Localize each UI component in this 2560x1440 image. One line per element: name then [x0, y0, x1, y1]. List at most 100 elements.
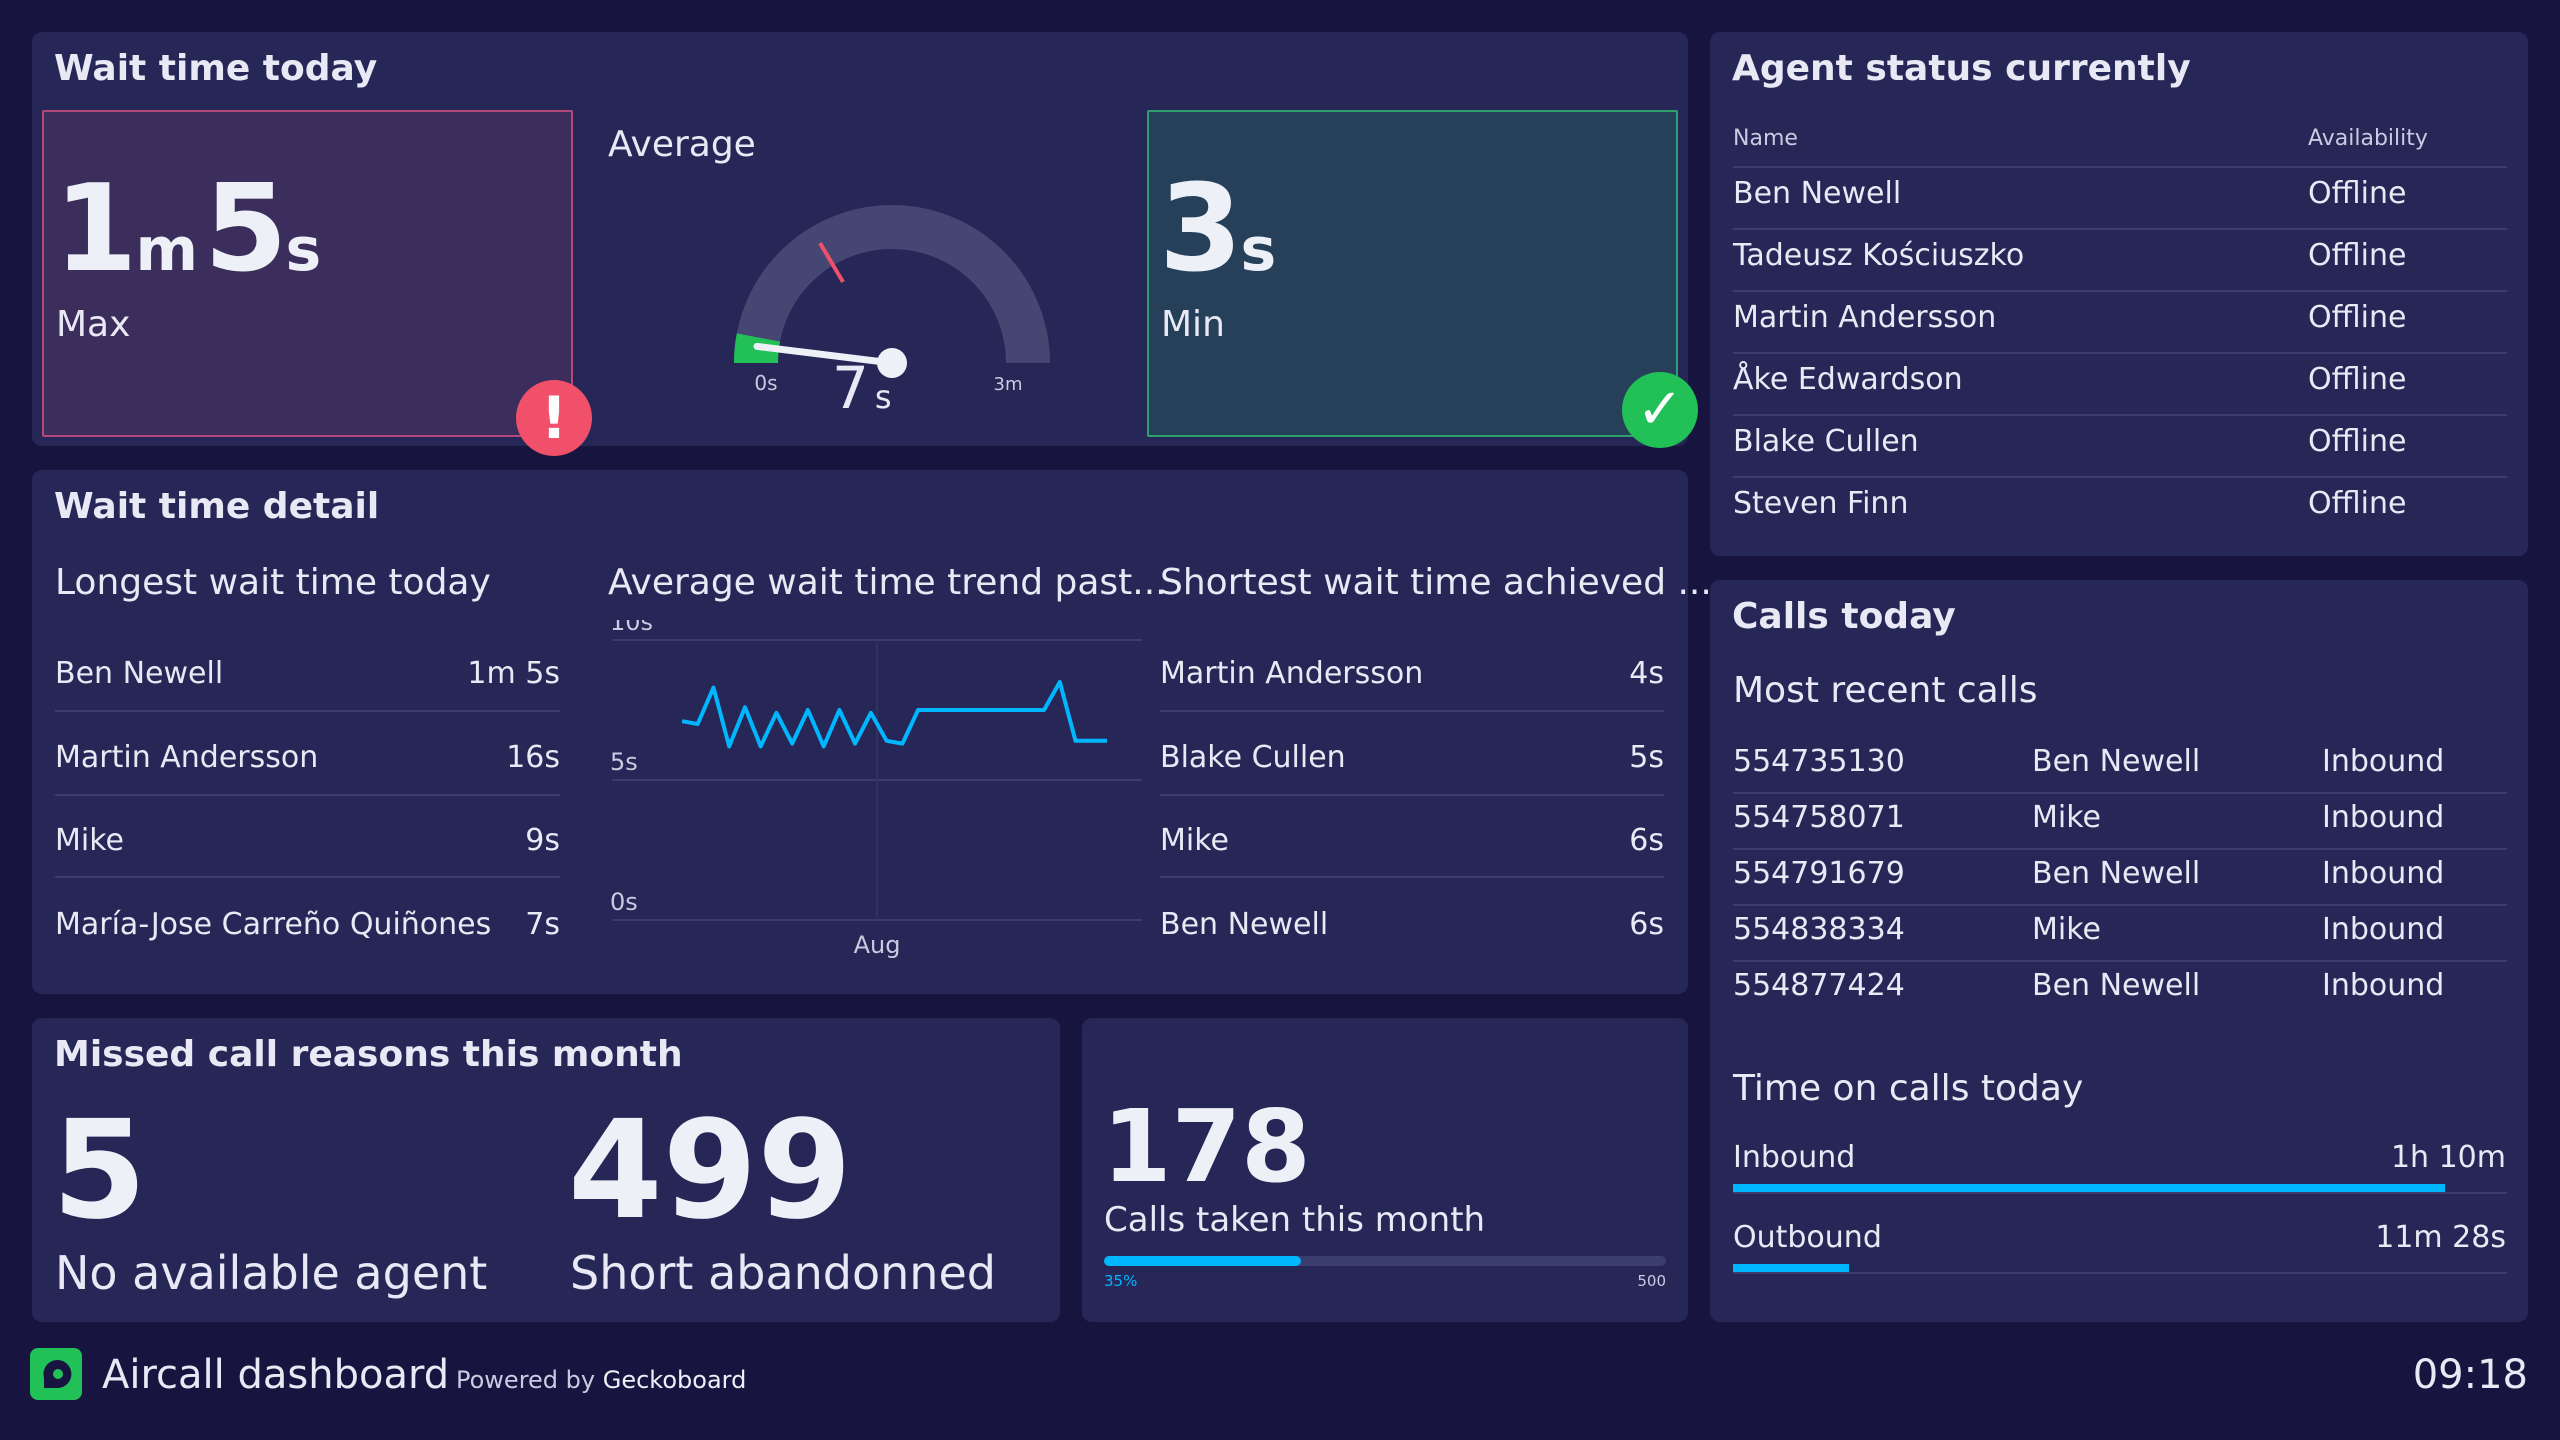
time-bar	[1733, 1264, 2507, 1272]
shortest-wait-title: Shortest wait time achieved ...	[1160, 562, 1712, 603]
gauge-max-label: 3m	[994, 374, 1023, 395]
agent-status: Offline	[2308, 486, 2407, 521]
agent-name: Martin Andersson	[1733, 300, 1997, 335]
call-agent: Ben Newell	[2032, 744, 2201, 779]
agent-name: Blake Cullen	[1160, 740, 1346, 775]
metric-label: Short abandonned	[570, 1246, 996, 1300]
agent-name: María-Jose Carreño Quiñones	[55, 907, 492, 942]
call-number: 554838334	[1733, 912, 1905, 947]
longest-wait-title: Longest wait time today	[55, 562, 491, 603]
metric-label: No available agent	[55, 1246, 488, 1300]
wait-value: 4s	[1629, 656, 1664, 691]
panel-title: Wait time detail	[54, 486, 380, 527]
call-direction: Inbound	[2322, 968, 2445, 1003]
gauge-target-marker	[818, 241, 845, 284]
calls-taken-value: 178	[1102, 1088, 1311, 1205]
panel-title: Missed call reasons this month	[54, 1034, 683, 1075]
wait-value: 16s	[506, 740, 560, 775]
calls-taken-panel: 178 Calls taken this month 35% 500	[1082, 1018, 1688, 1322]
progress-max-label: 500	[1637, 1272, 1666, 1290]
call-number: 554758071	[1733, 800, 1905, 835]
call-direction: Inbound	[2322, 800, 2445, 835]
metric-value: 5	[52, 1092, 147, 1250]
agent-name: Ben Newell	[55, 656, 224, 691]
y-tick-label: 0s	[610, 888, 638, 916]
call-agent: Ben Newell	[2032, 856, 2201, 891]
time-label: Outbound	[1733, 1220, 1882, 1255]
agent-name: Steven Finn	[1733, 486, 1909, 521]
agent-name: Martin Andersson	[1160, 656, 1424, 691]
agent-name: Tadeusz Kościuszko	[1733, 238, 2025, 273]
call-agent: Mike	[2032, 912, 2101, 947]
wait-value: 6s	[1629, 907, 1664, 942]
panel-title: Wait time today	[54, 48, 378, 89]
geckoboard-brand: Geckoboard	[602, 1366, 747, 1394]
call-direction: Inbound	[2322, 744, 2445, 779]
call-direction: Inbound	[2322, 912, 2445, 947]
max-wait-box: 1m5s Max	[42, 110, 573, 437]
panel-title: Calls today	[1732, 596, 1956, 637]
max-wait-label: Max	[56, 304, 131, 345]
agent-name: Ben Newell	[1733, 176, 1902, 211]
clock: 09:18	[2412, 1352, 2528, 1398]
wait-value: 7s	[525, 907, 560, 942]
progress-percent-label: 35%	[1104, 1272, 1138, 1290]
agent-name: Mike	[1160, 823, 1229, 858]
call-number: 554877424	[1733, 968, 1905, 1003]
agent-status-panel: Agent status currently Name Availability…	[1710, 32, 2528, 556]
min-wait-box: 3s Min	[1147, 110, 1678, 437]
checkmark-icon: ✓	[1622, 372, 1698, 448]
exclamation-icon: !	[516, 380, 592, 456]
agent-name: Mike	[55, 823, 124, 858]
trend-chart-title: Average wait time trend past...	[608, 562, 1167, 603]
call-number: 554791679	[1733, 856, 1905, 891]
powered-by: Powered by Geckoboard	[456, 1366, 746, 1394]
x-tick-label: Aug	[854, 931, 901, 959]
time-bar-fill	[1733, 1184, 2446, 1192]
calls-taken-progress-fill	[1104, 1256, 1301, 1266]
panel-title: Agent status currently	[1732, 48, 2191, 89]
y-tick-label: 10s	[610, 620, 653, 636]
average-label: Average	[608, 124, 756, 165]
call-direction: Inbound	[2322, 856, 2445, 891]
average-gauge: 0s 3m	[733, 205, 1050, 395]
wait-value: 5s	[1629, 740, 1664, 775]
calls-today-panel: Calls today Most recent calls 554735130 …	[1710, 580, 2528, 1322]
agent-status: Offline	[2308, 176, 2407, 211]
y-tick-label: 5s	[610, 748, 638, 776]
agent-name: Martin Andersson	[55, 740, 319, 775]
agent-status: Offline	[2308, 424, 2407, 459]
max-wait-value: 1m5s	[54, 160, 322, 299]
series-line	[681, 680, 1107, 749]
column-header-availability: Availability	[2308, 126, 2428, 151]
powered-by-prefix: Powered by	[456, 1366, 596, 1394]
gauge-min-label: 0s	[754, 371, 777, 395]
agent-status: Offline	[2308, 238, 2407, 273]
recent-calls-title: Most recent calls	[1733, 670, 2038, 711]
calls-taken-label: Calls taken this month	[1104, 1200, 1486, 1240]
wait-value: 1m 5s	[467, 656, 560, 691]
call-agent: Mike	[2032, 800, 2101, 835]
agent-status: Offline	[2308, 300, 2407, 335]
time-label: Inbound	[1733, 1140, 1856, 1175]
calls-taken-progress-track	[1104, 1256, 1666, 1266]
agent-name: Blake Cullen	[1733, 424, 1919, 459]
min-wait-label: Min	[1161, 304, 1225, 345]
footer: Aircall dashboard Powered by Geckoboard …	[0, 1340, 2560, 1440]
wait-time-today-panel: Wait time today 1m5s Max ! Average 0s 3m…	[32, 32, 1698, 456]
aircall-logo-icon	[30, 1348, 82, 1400]
time-bar	[1733, 1184, 2507, 1192]
wait-value: 6s	[1629, 823, 1664, 858]
agent-name: Ben Newell	[1160, 907, 1329, 942]
time-bar-fill	[1733, 1264, 1850, 1272]
wait-time-detail-panel: Wait time detail Longest wait time today…	[32, 470, 1712, 994]
min-wait-value: 3s	[1159, 160, 1277, 299]
call-agent: Ben Newell	[2032, 968, 2201, 1003]
missed-calls-panel: Missed call reasons this month 5 No avai…	[32, 1018, 1060, 1322]
time-on-calls-title: Time on calls today	[1733, 1068, 2084, 1109]
call-number: 554735130	[1733, 744, 1905, 779]
time-value: 1h 10m	[2390, 1140, 2506, 1175]
trend-line-chart: 10s 5s 0s Aug	[610, 620, 1142, 959]
metric-value: 499	[568, 1092, 852, 1250]
